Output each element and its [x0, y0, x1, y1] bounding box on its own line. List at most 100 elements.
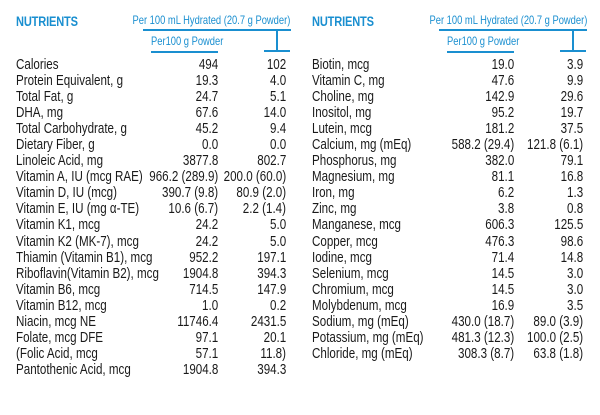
value-per-100g-powder: 3.8 — [497, 201, 514, 218]
nutrient-name: Vitamin C, mg — [312, 73, 385, 90]
table-row: Copper, mcg 476.3 98.6 — [300, 234, 600, 250]
header-underline — [447, 51, 514, 53]
table-row: Vitamin B6, mcg 714.5 147.9 — [0, 282, 300, 298]
nutrient-name: Vitamin K2 (MK-7), mcg — [16, 233, 139, 250]
table-row: Calories 494 102 — [0, 57, 300, 73]
table-row: Dietary Fiber, g 0.0 0.0 — [0, 137, 300, 153]
value-per-100g-powder: 606.3 — [484, 217, 514, 234]
value-per-100g-powder: 81.1 — [491, 169, 514, 186]
value-per-100g-powder: 714.5 — [188, 281, 218, 298]
panel-title: NUTRIENTS — [16, 14, 78, 29]
value-per-100g-powder: 97.1 — [195, 329, 218, 346]
value-per-100ml-hydrated: 5.0 — [269, 233, 286, 250]
table-row: Zinc, mg 3.8 0.8 — [300, 201, 600, 217]
nutrient-name: Lutein, mcg — [312, 121, 372, 138]
nutrient-name: Total Carbohydrate, g — [16, 121, 127, 138]
value-per-100ml-hydrated: 3.0 — [566, 281, 583, 298]
header-underline — [151, 51, 218, 53]
value-per-100g-powder: 3877.8 — [182, 153, 218, 170]
header-underline — [439, 29, 587, 31]
nutrient-name: Choline, mg — [312, 89, 374, 106]
value-per-100g-powder: 14.5 — [491, 265, 514, 282]
value-per-100ml-hydrated: 197.1 — [256, 249, 286, 266]
nutrient-name: (Folic Acid, mcg — [16, 345, 98, 362]
value-per-100g-powder: 6.2 — [497, 185, 514, 202]
value-per-100ml-hydrated: 11.8) — [260, 345, 286, 362]
table-row: Vitamin K1, mcg 24.2 5.0 — [0, 217, 300, 233]
value-per-100ml-hydrated: 16.8 — [560, 169, 583, 186]
value-per-100ml-hydrated: 9.9 — [566, 73, 583, 90]
value-per-100ml-hydrated: 394.3 — [256, 265, 286, 282]
value-per-100ml-hydrated: 3.5 — [566, 297, 583, 314]
nutrient-name: Copper, mcg — [312, 233, 378, 250]
table-row: Calcium, mg (mEq) 588.2 (29.4) 121.8 (6.1) — [300, 137, 600, 153]
table-row: Total Carbohydrate, g 45.2 9.4 — [0, 121, 300, 137]
nutrient-name: Biotin, mcg — [312, 57, 370, 73]
nutrient-name: Total Fat, g — [16, 89, 74, 106]
value-per-100ml-hydrated: 0.8 — [566, 201, 583, 218]
bracket-tick — [572, 29, 574, 51]
value-per-100ml-hydrated: 0.2 — [269, 297, 286, 314]
table-row: Iron, mg 6.2 1.3 — [300, 185, 600, 201]
nutrient-name: DHA, mg — [16, 105, 64, 122]
value-per-100ml-hydrated: 394.3 — [256, 361, 286, 378]
value-per-100ml-hydrated: 5.1 — [269, 89, 286, 106]
value-per-100ml-hydrated: 98.6 — [560, 233, 583, 250]
nutrient-name: Iodine, mcg — [312, 249, 372, 266]
value-per-100ml-hydrated: 125.5 — [553, 217, 583, 234]
value-per-100g-powder: 24.2 — [195, 217, 218, 234]
table-row: Biotin, mcg 19.0 3.9 — [300, 57, 600, 73]
value-per-100g-powder: 390.7 (9.8) — [161, 185, 218, 202]
value-per-100ml-hydrated: 29.6 — [560, 89, 583, 106]
table-row: Molybdenum, mcg 16.9 3.5 — [300, 298, 600, 314]
value-per-100ml-hydrated: 14.0 — [263, 105, 286, 122]
table-row: Manganese, mcg 606.3 125.5 — [300, 217, 600, 233]
table-row: Iodine, mcg 71.4 14.8 — [300, 250, 600, 266]
value-per-100g-powder: 95.2 — [491, 105, 514, 122]
nutrient-table-left: Calories 494 102 Protein Equivalent, g 19.3 4… — [0, 57, 300, 378]
table-row: Riboflavin(Vitamin B2), mcg 1904.8 394.3 — [0, 266, 300, 282]
value-per-100g-powder: 14.5 — [491, 281, 514, 298]
value-per-100g-powder: 1904.8 — [182, 265, 218, 282]
nutrient-name: Phosphorus, mg — [312, 153, 397, 170]
nutrient-name: Inositol, mg — [312, 105, 372, 122]
value-per-100g-powder: 481.3 (12.3) — [451, 329, 514, 346]
header-per-100g-powder: Per100 g Powder — [447, 34, 520, 48]
table-row: Vitamin K2 (MK-7), mcg 24.2 5.0 — [0, 234, 300, 250]
value-per-100ml-hydrated: 802.7 — [256, 153, 286, 170]
table-row: Vitamin B12, mcg 1.0 0.2 — [0, 298, 300, 314]
table-row: Potassium, mg (mEq) 481.3 (12.3) 100.0 (2.… — [300, 330, 600, 346]
value-per-100g-powder: 11746.4 — [176, 313, 218, 330]
value-per-100ml-hydrated: 20.1 — [263, 329, 286, 346]
value-per-100ml-hydrated: 14.8 — [560, 249, 583, 266]
value-per-100ml-hydrated: 147.9 — [256, 281, 286, 298]
value-per-100ml-hydrated: 0.0 — [269, 137, 286, 154]
value-per-100ml-hydrated: 2431.5 — [250, 313, 286, 330]
table-row: Chromium, mcg 14.5 3.0 — [300, 282, 600, 298]
nutrient-name: Magnesium, mg — [312, 169, 395, 186]
value-per-100ml-hydrated: 102 — [266, 57, 286, 73]
nutrient-name: Folate, mcg DFE — [16, 329, 104, 346]
table-row: Choline, mg 142.9 29.6 — [300, 89, 600, 105]
value-per-100g-powder: 57.1 — [195, 345, 218, 362]
value-per-100g-powder: 494 — [198, 57, 218, 73]
panel-title: NUTRIENTS — [312, 14, 374, 29]
value-per-100ml-hydrated: 9.4 — [269, 121, 286, 138]
value-per-100ml-hydrated: 121.8 (6.1) — [526, 137, 583, 154]
nutrient-name: Selenium, mcg — [312, 265, 389, 282]
value-per-100ml-hydrated: 63.8 (1.8) — [533, 345, 583, 362]
value-per-100ml-hydrated: 100.0 (2.5) — [526, 329, 583, 346]
value-per-100g-powder: 142.9 — [484, 89, 514, 106]
bracket-tick — [264, 50, 290, 52]
nutrients-panel-left: NUTRIENTS Per 100 mL Hydrated (20.7 g Po… — [0, 13, 300, 378]
nutrient-name: Vitamin B6, mcg — [16, 281, 101, 298]
value-per-100g-powder: 19.3 — [195, 73, 218, 90]
nutrient-name: Riboflavin(Vitamin B2), mcg — [16, 265, 159, 282]
table-row: Lutein, mcg 181.2 37.5 — [300, 121, 600, 137]
value-per-100g-powder: 0.0 — [201, 137, 218, 154]
value-per-100g-powder: 1904.8 — [182, 361, 218, 378]
value-per-100g-powder: 10.6 (6.7) — [168, 201, 218, 218]
value-per-100ml-hydrated: 3.9 — [566, 57, 583, 73]
nutrient-name: Iron, mg — [312, 185, 355, 202]
value-per-100g-powder: 1.0 — [201, 297, 218, 314]
